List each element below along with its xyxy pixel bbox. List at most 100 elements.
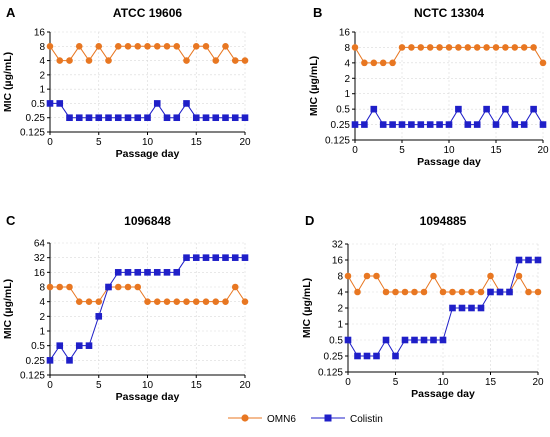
y-tick-label: 8 (344, 43, 350, 54)
data-point-omn6 (382, 288, 390, 296)
data-point-colistin (56, 342, 64, 349)
y-tick-label: 4 (344, 58, 350, 69)
data-point-colistin (212, 114, 220, 122)
data-point-colistin (66, 357, 73, 364)
data-point-colistin (344, 336, 352, 344)
data-point-omn6 (183, 57, 190, 64)
data-point-omn6 (392, 288, 399, 296)
data-point-colistin (75, 342, 83, 349)
data-point-colistin (202, 254, 210, 261)
data-point-colistin (515, 256, 523, 264)
y-tick-label: 32 (332, 240, 344, 251)
data-point-omn6 (85, 57, 93, 64)
y-tick-label: 16 (339, 28, 351, 39)
data-point-colistin (445, 121, 453, 128)
data-point-omn6 (430, 272, 437, 280)
data-point-colistin (105, 283, 112, 291)
data-point-omn6 (202, 298, 210, 305)
y-axis-label-c: MIC (µg/mL) (2, 279, 14, 339)
data-point-colistin (241, 254, 249, 261)
x-tick-label: 15 (191, 380, 203, 391)
y-tick-label: 32 (34, 253, 46, 264)
x-tick-label: 0 (352, 145, 358, 156)
data-point-omn6 (439, 288, 447, 296)
data-point-colistin (95, 313, 103, 320)
data-point-colistin (439, 336, 447, 344)
x-tick-label: 20 (537, 145, 549, 156)
data-point-omn6 (173, 298, 181, 305)
data-point-omn6 (389, 59, 396, 67)
series-colistin-d (344, 256, 542, 360)
data-point-colistin (105, 114, 112, 122)
data-point-omn6 (153, 298, 161, 305)
data-point-omn6 (373, 272, 380, 280)
data-point-omn6 (354, 288, 361, 296)
data-point-omn6 (487, 272, 494, 280)
data-point-colistin (430, 336, 437, 344)
y-tick-label: 0.5 (31, 341, 45, 352)
data-point-omn6 (455, 44, 462, 51)
panel-letter-d: D (305, 213, 314, 228)
data-point-colistin (85, 114, 93, 122)
series-colistin-b (351, 105, 547, 128)
data-point-omn6 (144, 298, 151, 305)
data-point-colistin (496, 288, 504, 296)
data-point-colistin (144, 114, 151, 122)
y-tick-label: 2 (39, 70, 45, 81)
data-point-omn6 (436, 44, 443, 51)
data-point-omn6 (66, 283, 73, 291)
y-tick-label: 0.5 (336, 105, 350, 116)
y-tick-label: 16 (34, 268, 46, 279)
data-point-colistin (436, 121, 443, 128)
x-tick-label: 20 (239, 137, 251, 148)
data-point-colistin (379, 121, 387, 128)
data-point-omn6 (477, 288, 485, 296)
data-point-omn6 (153, 42, 161, 50)
x-tick-label: 5 (96, 137, 102, 148)
data-point-omn6 (534, 288, 542, 296)
x-tick-label: 10 (142, 380, 154, 391)
data-point-omn6 (85, 298, 93, 305)
data-point-colistin (222, 114, 229, 122)
data-point-omn6 (231, 283, 239, 291)
data-point-colistin (192, 114, 200, 122)
data-point-omn6 (241, 298, 249, 305)
data-point-colistin (468, 304, 475, 312)
y-tick-label: 0.125 (318, 368, 343, 379)
y-tick-label: 64 (34, 239, 46, 250)
data-point-colistin (520, 121, 528, 128)
x-axis-label-b: Passage day (417, 156, 481, 168)
data-point-omn6 (445, 44, 453, 51)
x-tick-label: 10 (437, 377, 449, 388)
y-tick-label: 4 (39, 56, 45, 67)
data-point-omn6 (124, 283, 132, 291)
data-point-colistin (408, 121, 415, 128)
data-point-colistin (46, 357, 54, 364)
data-point-colistin (241, 114, 249, 122)
y-tick-label: 16 (34, 28, 46, 39)
data-point-omn6 (212, 298, 220, 305)
data-point-colistin (363, 352, 371, 360)
data-point-colistin (426, 121, 434, 128)
data-point-omn6 (105, 57, 112, 64)
data-point-omn6 (408, 44, 415, 51)
panel-b: B NCTC 13304 0.125 0.25 0.5 1 2 4 8 16 0 5 10 15 20 Pas… (308, 5, 549, 168)
data-point-colistin (231, 254, 239, 261)
panel-d: D 1094885 0.125 0.25 0.5 1 2 4 8 16 32 0 5 10 15 20 Pass… (301, 213, 544, 400)
data-point-colistin (401, 336, 409, 344)
data-point-omn6 (420, 288, 428, 296)
data-point-colistin (464, 121, 472, 128)
y-tick-label: 4 (337, 288, 343, 299)
y-tick-label: 8 (39, 42, 45, 53)
y-tick-label: 0.25 (26, 113, 46, 124)
data-point-omn6 (539, 59, 547, 67)
data-point-omn6 (124, 42, 132, 50)
data-point-omn6 (370, 59, 378, 67)
data-point-omn6 (351, 44, 359, 51)
panel-a: A ATCC 19606 0.125 0.25 0.5 1 2 4 8 16 0 5 10 15 20 Pas… (2, 5, 251, 160)
y-tick-label: 16 (332, 256, 344, 267)
x-tick-label: 0 (345, 377, 351, 388)
data-point-omn6 (530, 44, 537, 51)
data-point-omn6 (468, 288, 475, 296)
data-point-colistin (411, 336, 418, 344)
